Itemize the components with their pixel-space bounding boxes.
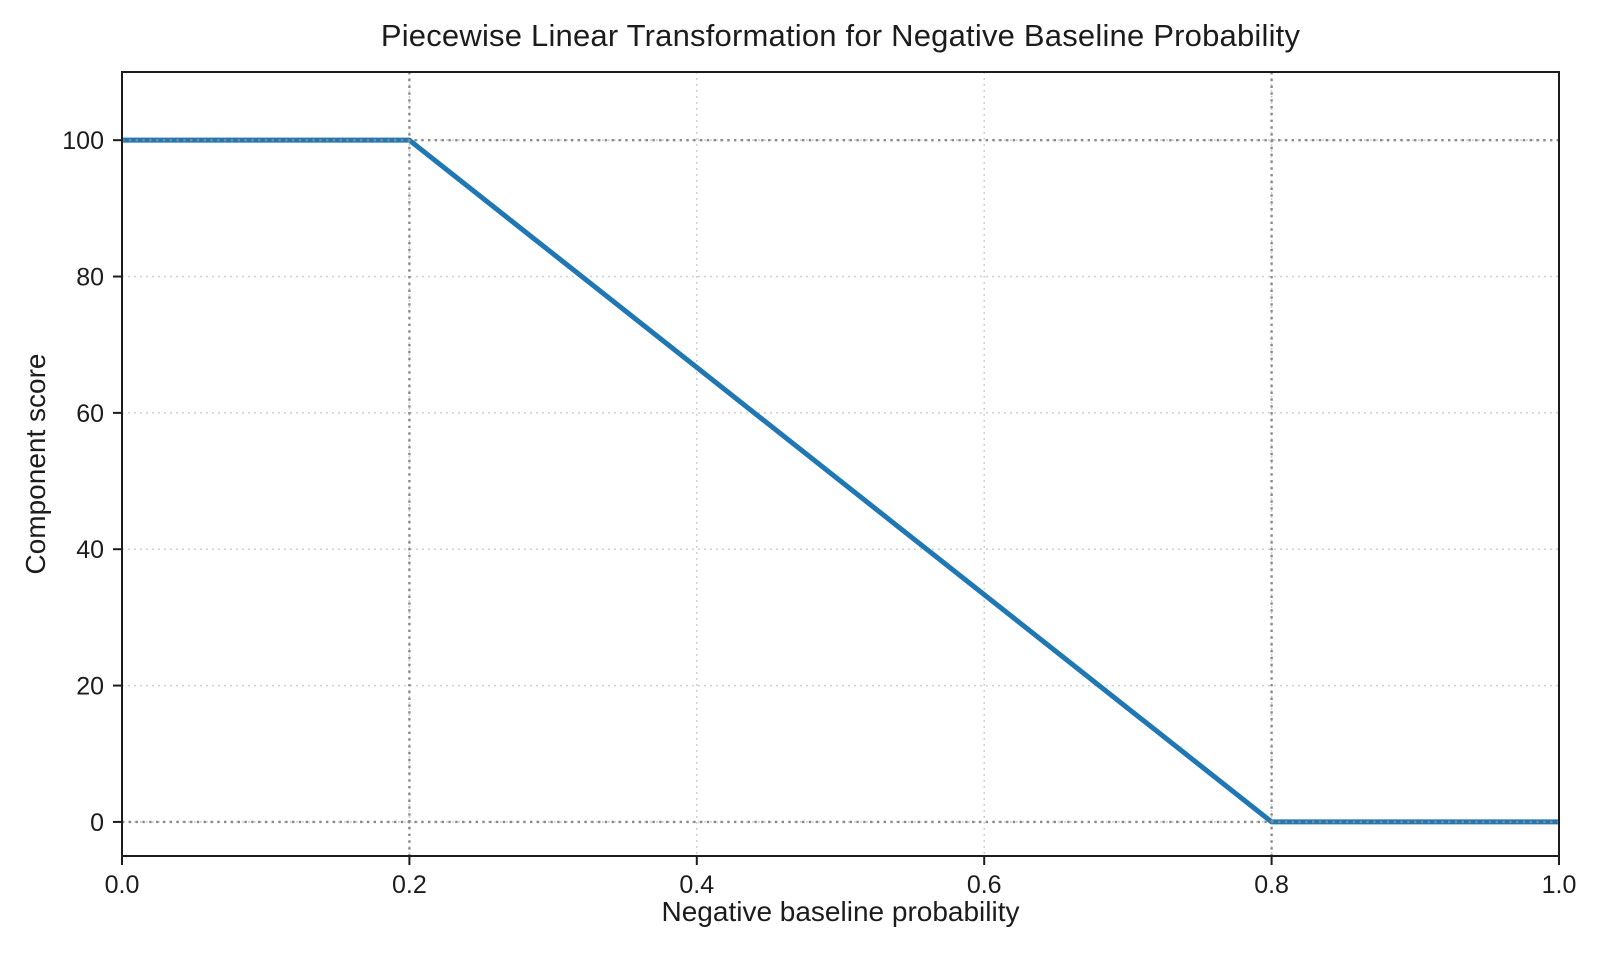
y-tick-label: 100: [62, 127, 104, 155]
y-tick-label: 0: [90, 809, 104, 837]
x-tick-label: 0.0: [105, 871, 140, 899]
series-line: [122, 137, 1559, 825]
axis-tick-marks: [113, 139, 1560, 865]
x-tick-label: 1.0: [1542, 871, 1577, 899]
y-tick-label: 80: [76, 264, 104, 292]
chart-title: Piecewise Linear Transformation for Nega…: [380, 18, 1301, 53]
axis-spines: [121, 71, 1560, 857]
x-tick-label: 0.4: [679, 871, 714, 899]
x-tick-label: 0.8: [1254, 871, 1289, 899]
y-tick-label: 20: [76, 673, 104, 701]
grid-lines: [121, 72, 1560, 856]
series-polyline: [122, 137, 1559, 825]
x-tick-label: 0.6: [967, 871, 1002, 899]
x-tick-label: 0.2: [392, 871, 427, 899]
x-tick-labels: 0.0 0.2 0.4 0.6 0.8 1.0: [105, 871, 1577, 899]
x-axis-label: Negative baseline probability: [661, 896, 1020, 927]
y-tick-label: 60: [76, 400, 104, 428]
reference-lines: [122, 72, 1559, 856]
y-tick-labels: 0 20 40 60 80 100: [62, 127, 104, 837]
y-tick-label: 40: [76, 536, 104, 564]
plot-frame: [121, 71, 1560, 857]
